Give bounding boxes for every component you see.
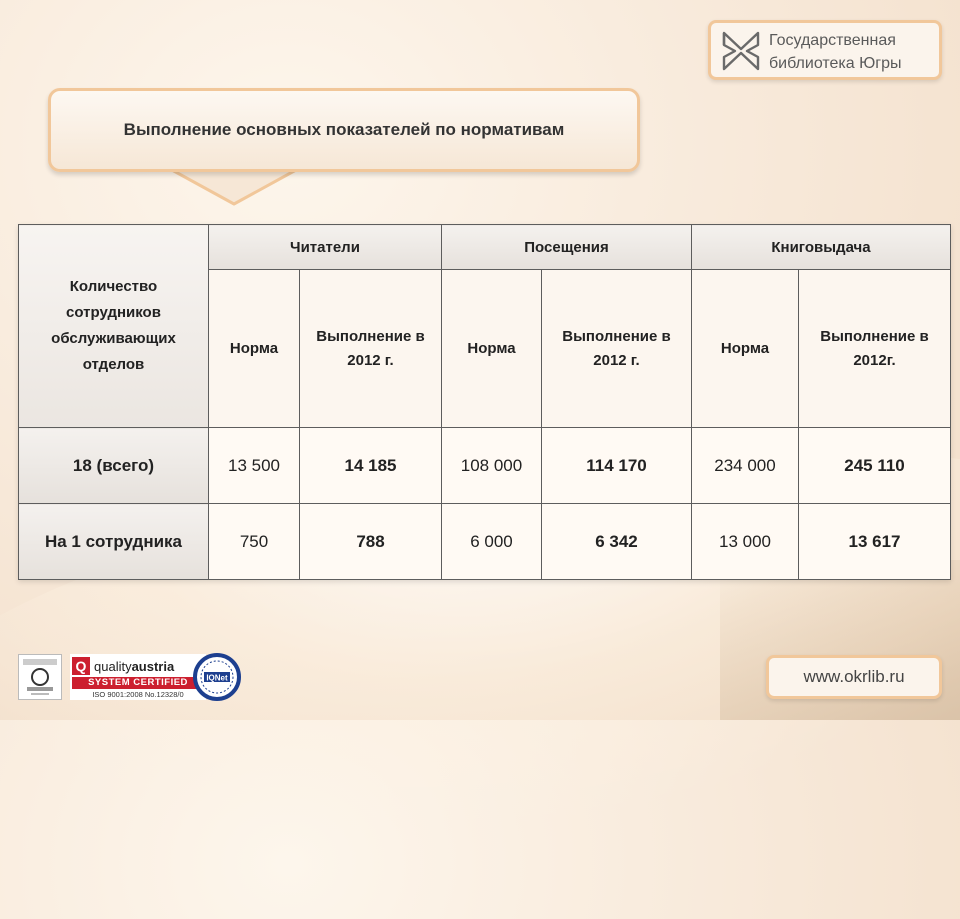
iso-label: ISO 9001:2008 No.12328/0 (92, 690, 184, 699)
rch-cert-mark (23, 659, 57, 695)
table-cell: 13 000 (691, 503, 799, 580)
table-cell: 13 500 (208, 427, 300, 504)
table-cell: 245 110 (798, 427, 951, 504)
table-cell: 114 170 (541, 427, 692, 504)
table-cell: 13 617 (798, 503, 951, 580)
subheader-norm: Норма (691, 269, 799, 428)
table-cell: 108 000 (441, 427, 542, 504)
system-certified-label: SYSTEM CERTIFIED (72, 677, 204, 689)
library-logo-icon (722, 31, 760, 71)
subheader-norm: Норма (441, 269, 542, 428)
library-logo: Государственная библиотека Югры (708, 20, 942, 80)
quality-austria-logo: Q qualityaustria SYSTEM CERTIFIED ISO 90… (70, 654, 206, 700)
group-header-circulation: Книговыдача (691, 224, 951, 270)
library-name-line2: библиотека Югры (769, 55, 902, 72)
quality-austria-icon: Q (72, 657, 90, 675)
group-header-visits: Посещения (441, 224, 692, 270)
page-title: Выполнение основных показателей по норма… (123, 120, 565, 139)
quality-brand: quality (94, 658, 132, 674)
table-cell: 14 185 (299, 427, 442, 504)
rch-cert-icon (18, 654, 62, 700)
table-cell: 750 (208, 503, 300, 580)
row-label: 18 (всего) (18, 427, 209, 504)
table-row: На 1 сотрудника 750 788 6 000 6 342 13 0… (18, 503, 951, 580)
callout-box (48, 88, 640, 172)
library-name: Государственная библиотека Югры (769, 29, 902, 75)
row-label: На 1 сотрудника (18, 503, 209, 580)
title-callout: Выполнение основных показателей по норма… (48, 88, 640, 206)
iqnet-logo: IQNet (192, 652, 242, 702)
subheader-fulfillment: Выполнение в 2012 г. (299, 269, 442, 428)
quality-brand-bold: austria (131, 658, 175, 674)
staff-count-header: Количество сотрудников обслуживающих отд… (18, 224, 209, 428)
subheader-fulfillment: Выполнение в 2012 г. (541, 269, 692, 428)
table-cell: 234 000 (691, 427, 799, 504)
performance-table: Количество сотрудников обслуживающих отд… (18, 224, 951, 580)
iqnet-icon: IQNet (193, 653, 241, 701)
group-header-readers: Читатели (208, 224, 442, 270)
iqnet-label: IQNet (206, 674, 228, 683)
table-row: 18 (всего) 13 500 14 185 108 000 114 170… (18, 427, 951, 504)
table-cell: 6 342 (541, 503, 692, 580)
subheader-fulfillment: Выполнение в 2012г. (798, 269, 951, 428)
subheader-norm: Норма (208, 269, 300, 428)
table-cell: 788 (299, 503, 442, 580)
website-link[interactable]: www.okrlib.ru (766, 655, 942, 699)
table-cell: 6 000 (441, 503, 542, 580)
library-name-line1: Государственная (769, 32, 896, 49)
